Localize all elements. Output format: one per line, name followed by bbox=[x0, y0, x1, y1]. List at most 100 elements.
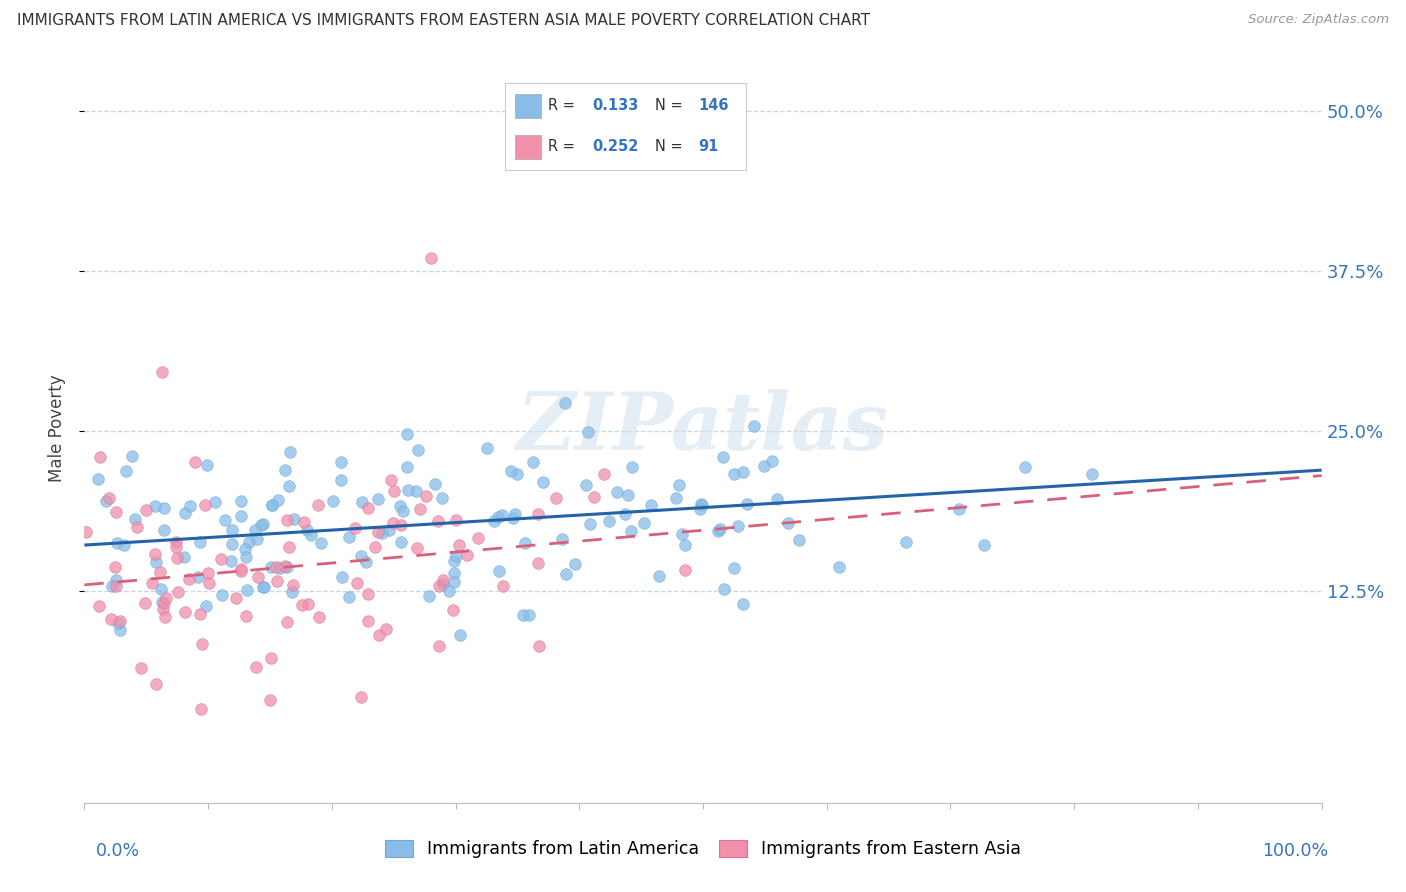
Point bbox=[723, 467, 745, 481]
Point bbox=[506, 467, 529, 481]
Point bbox=[367, 491, 389, 506]
Point bbox=[576, 425, 599, 439]
Point bbox=[697, 140, 720, 154]
Point bbox=[405, 541, 427, 556]
Point bbox=[295, 523, 318, 537]
Point bbox=[235, 609, 257, 624]
Point bbox=[188, 534, 211, 549]
Point bbox=[173, 605, 195, 619]
Point bbox=[276, 513, 298, 527]
Point bbox=[503, 508, 526, 522]
Point bbox=[190, 702, 212, 716]
Point bbox=[690, 497, 713, 511]
Y-axis label: Male Poverty: Male Poverty bbox=[48, 375, 66, 482]
Point bbox=[311, 536, 333, 550]
Point bbox=[291, 598, 314, 612]
Point bbox=[491, 508, 513, 523]
Point bbox=[194, 599, 217, 613]
Point bbox=[150, 366, 173, 380]
Point bbox=[395, 427, 418, 442]
Point bbox=[198, 576, 221, 591]
Point bbox=[527, 639, 550, 653]
Point bbox=[87, 599, 110, 614]
Point bbox=[606, 485, 628, 500]
Point bbox=[98, 491, 121, 505]
Point bbox=[727, 518, 749, 533]
Point bbox=[432, 577, 454, 591]
Point bbox=[731, 597, 754, 611]
Point bbox=[150, 595, 173, 609]
Point bbox=[108, 615, 131, 629]
Point bbox=[131, 661, 153, 675]
Point bbox=[425, 477, 447, 491]
Point bbox=[427, 640, 450, 654]
Point bbox=[443, 566, 465, 580]
Point bbox=[427, 514, 450, 528]
Point bbox=[197, 566, 219, 581]
Text: IMMIGRANTS FROM LATIN AMERICA VS IMMIGRANTS FROM EASTERN ASIA MALE POVERTY CORRE: IMMIGRANTS FROM LATIN AMERICA VS IMMIGRA… bbox=[17, 13, 870, 29]
Text: 100.0%: 100.0% bbox=[1263, 842, 1329, 860]
Point bbox=[551, 533, 574, 547]
Point bbox=[252, 516, 274, 531]
Point bbox=[267, 493, 290, 508]
Point bbox=[87, 473, 110, 487]
Point bbox=[269, 561, 291, 575]
Point bbox=[427, 579, 450, 593]
Point bbox=[337, 530, 360, 544]
Point bbox=[107, 615, 129, 630]
Point bbox=[260, 559, 283, 574]
Point bbox=[675, 538, 697, 552]
Point bbox=[389, 535, 412, 549]
Point bbox=[713, 582, 735, 596]
Point bbox=[973, 538, 995, 552]
Point bbox=[492, 579, 515, 593]
Point bbox=[153, 523, 176, 537]
Point bbox=[308, 609, 330, 624]
Point bbox=[446, 512, 468, 526]
Point bbox=[554, 567, 576, 582]
Point bbox=[778, 516, 800, 530]
Point bbox=[229, 561, 252, 575]
Point bbox=[259, 692, 281, 706]
Point bbox=[526, 507, 548, 521]
Point bbox=[246, 532, 269, 546]
Point bbox=[948, 501, 970, 516]
Point bbox=[579, 516, 602, 531]
Point bbox=[278, 445, 301, 459]
Point bbox=[134, 596, 156, 610]
Point bbox=[441, 603, 464, 617]
Point bbox=[283, 512, 305, 526]
Point bbox=[526, 556, 548, 570]
Point bbox=[668, 478, 690, 492]
Point bbox=[621, 460, 644, 475]
Point bbox=[167, 585, 190, 599]
Point bbox=[447, 538, 470, 552]
Point bbox=[367, 525, 389, 540]
Point bbox=[614, 507, 637, 521]
Point bbox=[299, 528, 322, 542]
Point bbox=[396, 483, 419, 497]
Point bbox=[150, 582, 173, 596]
Point bbox=[124, 511, 146, 525]
Point bbox=[357, 615, 380, 629]
Point bbox=[352, 494, 374, 508]
Point bbox=[380, 473, 402, 487]
Point bbox=[121, 450, 143, 464]
Point bbox=[155, 591, 177, 605]
Point bbox=[896, 535, 918, 549]
Point bbox=[690, 498, 713, 512]
Text: Source: ZipAtlas.com: Source: ZipAtlas.com bbox=[1249, 13, 1389, 27]
Point bbox=[517, 607, 540, 622]
Point bbox=[173, 549, 195, 564]
Point bbox=[409, 501, 432, 516]
Point bbox=[582, 490, 605, 504]
Point bbox=[173, 506, 195, 520]
Point bbox=[356, 555, 378, 569]
Point bbox=[153, 610, 176, 624]
Point bbox=[235, 582, 257, 597]
Point bbox=[648, 568, 671, 582]
Point bbox=[406, 443, 429, 458]
Point bbox=[482, 514, 505, 528]
Point bbox=[378, 523, 401, 537]
Point bbox=[166, 540, 188, 554]
